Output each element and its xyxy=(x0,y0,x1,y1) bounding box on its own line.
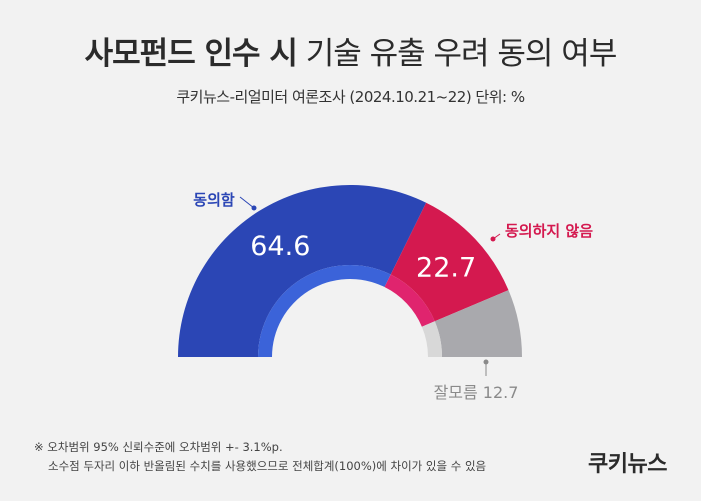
inner-ring-1 xyxy=(258,265,391,357)
chart-title: 사모펀드 인수 시 기술 유출 우려 동의 여부 xyxy=(0,28,701,73)
footnote: ※ 오차범위 95% 신뢰수준에 오차범위 +- 3.1%p. 소수점 두자리 … xyxy=(34,438,486,476)
callout-dot-3 xyxy=(483,359,489,365)
chart-subtitle: 쿠키뉴스-리얼미터 여론조사 (2024.10.21~22) 단위: % xyxy=(176,88,525,106)
callout-dot-2 xyxy=(490,236,496,242)
footnote-line-2: 소수점 두자리 이하 반올림된 수치를 사용했으므로 전체합계(100%)에 차… xyxy=(48,459,487,473)
value-label-2: 22.7 xyxy=(416,252,476,283)
chart-title-bold: 사모펀드 인수 시 xyxy=(84,36,298,72)
category-label-2: 동의하지 않음 xyxy=(505,222,593,240)
inner-ring-2 xyxy=(384,274,435,327)
callout-dot-1 xyxy=(251,205,257,211)
inner-ring-3 xyxy=(421,321,442,357)
chart-inner-ring xyxy=(258,265,442,357)
brand-logo: 쿠키뉴스 xyxy=(588,452,667,477)
callout-line-1 xyxy=(239,196,255,209)
chart-title-light: 기술 유출 우려 동의 여부 xyxy=(305,36,618,72)
slice-2 xyxy=(390,202,509,322)
value-label-1: 64.6 xyxy=(250,231,310,262)
footnote-line-1: ※ 오차범위 95% 신뢰수준에 오차범위 +- 3.1%p. xyxy=(34,440,283,454)
slice-3 xyxy=(434,290,522,357)
category-label-3: 잘모름 12.7 xyxy=(434,383,519,402)
category-label-1: 동의함 xyxy=(193,191,235,209)
slice-1 xyxy=(178,185,427,357)
chart-segments xyxy=(178,185,522,357)
